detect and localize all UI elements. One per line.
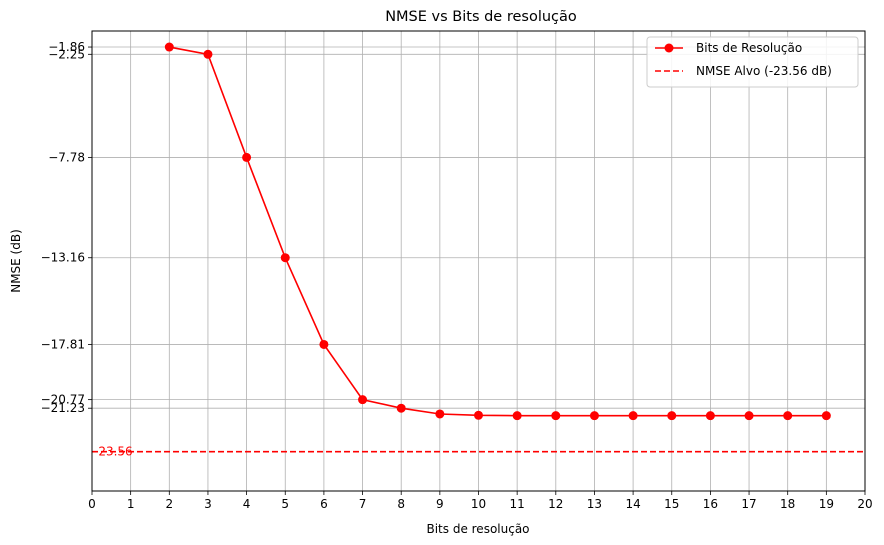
y-ticks: −1.86−2.25 −7.78 −13.16 −17.81 −20.77−21.23 — [41, 40, 92, 415]
x-tick-label: 12 — [548, 497, 563, 511]
x-tick-label: 20 — [857, 497, 872, 511]
y-tick-label: −21.23 — [41, 401, 85, 415]
x-tick-label: 0 — [88, 497, 96, 511]
target-value-label: -23.56 — [94, 445, 133, 459]
x-axis-label: Bits de resolução — [426, 522, 529, 536]
data-point — [551, 411, 561, 421]
y-tick-label: −7.78 — [48, 150, 85, 164]
target-line-group: -23.56 — [92, 445, 865, 459]
x-tick-label: 16 — [703, 497, 718, 511]
data-point — [396, 403, 406, 413]
x-tick-label: 5 — [281, 497, 289, 511]
x-tick-label: 14 — [625, 497, 640, 511]
data-point — [821, 411, 831, 421]
chart-title: NMSE vs Bits de resolução — [385, 9, 577, 25]
x-tick-label: 13 — [587, 497, 602, 511]
x-tick-label: 9 — [436, 497, 444, 511]
series-line — [169, 46, 827, 417]
data-point — [512, 411, 522, 421]
x-ticks: 0 1 2 3 4 5 6 7 8 9 10 11 12 13 14 15 16 17 18 19 20 — [88, 491, 873, 511]
x-tick-label: 1 — [127, 497, 135, 511]
y-tick-label: −17.81 — [41, 337, 85, 351]
legend-box — [646, 36, 859, 88]
data-point — [667, 411, 677, 421]
data-point — [474, 410, 483, 420]
y-tick-label: −1.86 — [48, 40, 85, 54]
x-tick-label: 10 — [471, 497, 486, 511]
data-point — [589, 411, 599, 421]
x-tick-label: 8 — [397, 497, 405, 511]
y-tick-label: −2.25 — [48, 47, 85, 61]
legend-target-label: NMSE Alvo (-23.56 dB) — [696, 64, 832, 78]
y-axis-label: NMSE (dB) — [9, 229, 23, 293]
legend: Bits de Resolução NMSE Alvo (-23.56 dB) — [646, 36, 859, 88]
y-tick-label: −20.77 — [41, 393, 85, 407]
legend-series-marker — [664, 43, 674, 53]
data-point — [242, 152, 252, 162]
x-tick-label: 3 — [204, 497, 212, 511]
x-tick-label: 17 — [741, 497, 756, 511]
data-point — [280, 253, 290, 263]
data-point — [744, 411, 754, 421]
data-point — [164, 42, 174, 52]
x-tick-label: 4 — [243, 497, 251, 511]
data-point — [203, 49, 213, 59]
x-tick-label: 15 — [664, 497, 679, 511]
x-tick-label: 18 — [780, 497, 795, 511]
data-point — [319, 339, 329, 349]
data-point — [705, 411, 715, 421]
x-tick-label: 2 — [165, 497, 173, 511]
plot-frame — [91, 30, 866, 492]
grid — [91, 31, 866, 491]
series-group — [164, 42, 831, 421]
x-tick-label: 11 — [510, 497, 525, 511]
x-tick-label: 7 — [359, 497, 367, 511]
data-point — [435, 409, 445, 419]
x-tick-label: 6 — [320, 497, 328, 511]
data-point — [358, 395, 368, 405]
y-tick-label: −13.16 — [41, 251, 85, 265]
legend-series-label: Bits de Resolução — [696, 41, 802, 55]
data-point — [783, 411, 793, 421]
x-tick-label: 19 — [819, 497, 834, 511]
data-point — [628, 411, 638, 421]
